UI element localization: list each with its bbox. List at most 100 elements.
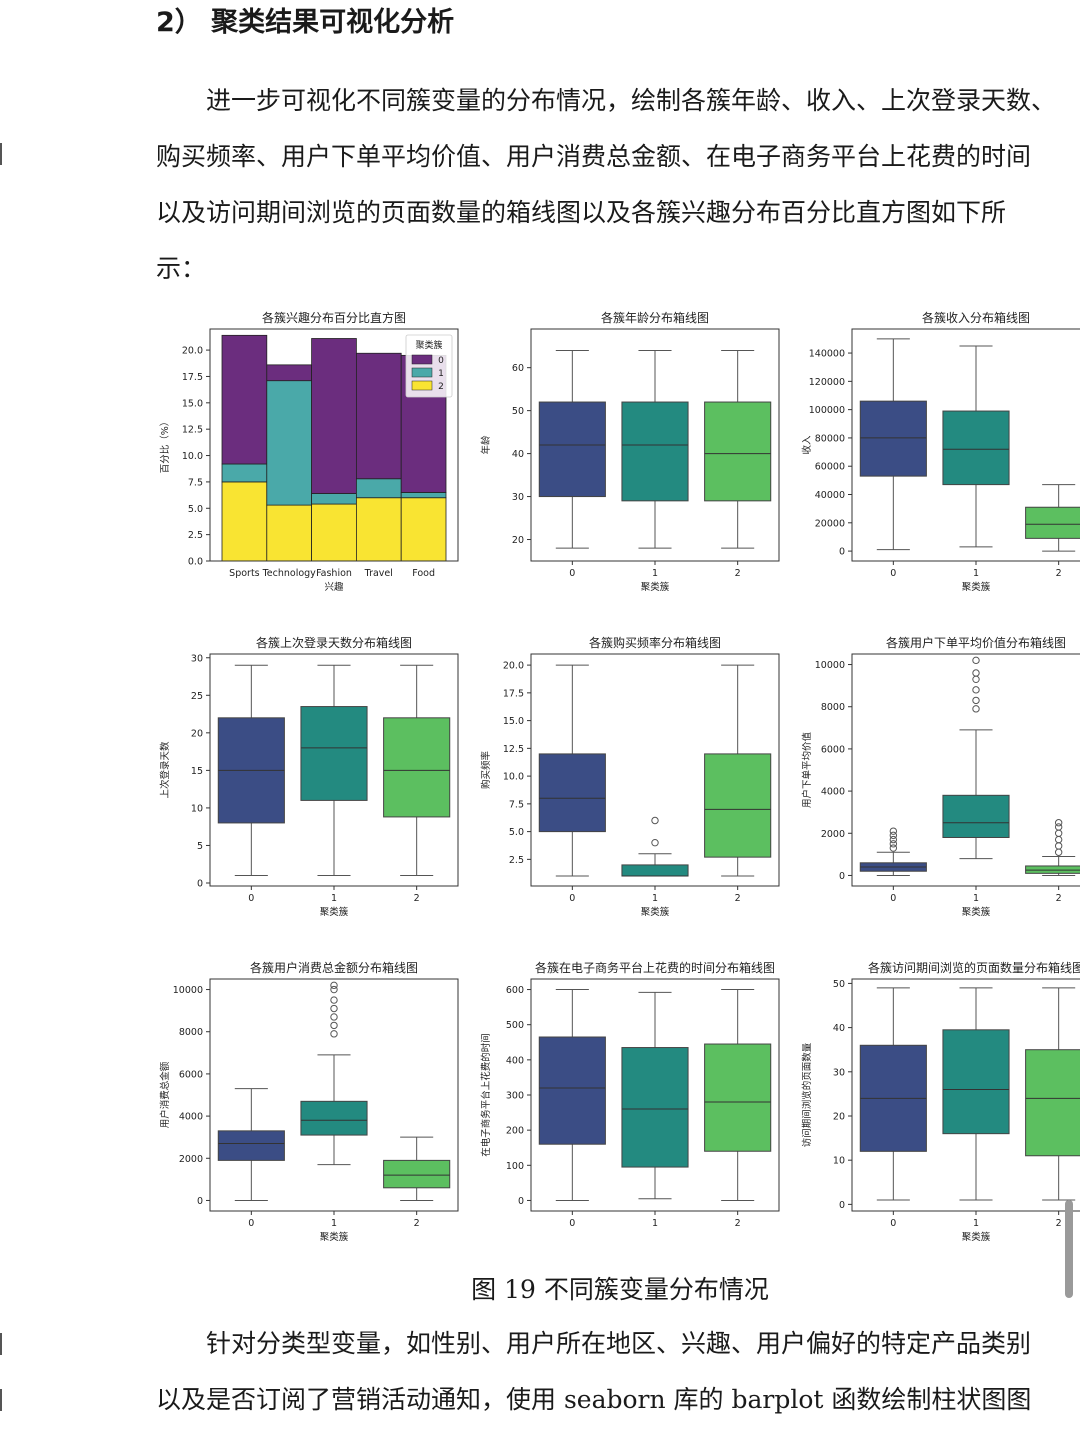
chart-title: 各簇用户消费总金额分布箱线图 xyxy=(250,960,418,975)
y-tick-label: 8000 xyxy=(821,702,845,713)
outlier-point xyxy=(889,840,898,848)
x-axis-label: 聚类簇 xyxy=(320,906,349,918)
legend-label: 2 xyxy=(438,382,444,392)
bar-segment xyxy=(266,364,312,382)
y-tick-label: 140000 xyxy=(809,349,845,360)
bar-segment xyxy=(266,380,312,506)
chart-title: 各簇用户下单平均价值分布箱线图 xyxy=(886,635,1066,650)
y-tick-label: 25 xyxy=(191,691,203,702)
y-tick-label: 4000 xyxy=(821,787,845,798)
chart-title: 各簇收入分布箱线图 xyxy=(922,310,1030,325)
y-tick-label: 30 xyxy=(833,1067,845,1078)
chart-panel-2: 各簇收入分布箱线图 0 20000 40000 60000 80000 100000 1200… xyxy=(801,310,1080,593)
box-body xyxy=(942,410,1010,486)
y-tick-label: 6000 xyxy=(821,744,845,755)
x-tick-label: 0 xyxy=(890,568,896,579)
y-axis-label: 用户下单平均价值 xyxy=(801,732,813,809)
y-tick-label: 20000 xyxy=(815,518,845,529)
y-tick-label: 100000 xyxy=(809,405,845,416)
outlier-point xyxy=(889,827,898,835)
outlier-point xyxy=(330,1004,338,1013)
chart-panel-7: 各簇在电子商务平台上花费的时间分布箱线图 0 100 200 300 400 500 600 在… xyxy=(480,960,780,1229)
x-tick-label: 2 xyxy=(1056,893,1062,904)
y-axis-label: 在电子商务平台上花费的时间 xyxy=(480,1033,492,1157)
plot-frame xyxy=(851,328,1080,562)
x-axis-label: 兴趣 xyxy=(324,581,344,593)
outlier-point xyxy=(972,669,980,677)
legend-title: 聚类簇 xyxy=(415,339,442,351)
chart-title: 各簇访问期间浏览的页面数量分布箱线图 xyxy=(868,960,1080,975)
y-tick-label: 0 xyxy=(839,871,845,882)
y-tick-label: 5.0 xyxy=(188,504,203,515)
chart-panel-1: 各簇年龄分布箱线图 20 30 40 50 60 年龄 0 1 2 聚类簇 xyxy=(480,310,780,593)
x-tick-label: 0 xyxy=(890,893,896,904)
chart-title: 各簇上次登录天数分布箱线图 xyxy=(256,635,412,650)
plot-frame xyxy=(530,328,780,562)
x-axis-label: 聚类簇 xyxy=(962,581,991,593)
y-tick-label: 400 xyxy=(506,1055,524,1066)
y-tick-label: 10.0 xyxy=(503,772,524,783)
chart-title: 各簇在电子商务平台上花费的时间分布箱线图 xyxy=(535,960,775,975)
y-axis-label: 用户消费总金额 xyxy=(159,1061,171,1128)
y-tick-label: 0 xyxy=(839,1200,845,1211)
outlier-point xyxy=(889,831,898,840)
x-tick-label: 2 xyxy=(735,1218,741,1229)
y-tick-label: 10 xyxy=(833,1156,845,1167)
y-tick-label: 7.5 xyxy=(188,477,203,488)
box-body xyxy=(942,794,1010,838)
y-tick-label: 20.0 xyxy=(182,346,203,357)
y-tick-label: 10000 xyxy=(815,660,845,671)
chart-title: 各簇兴趣分布百分比直方图 xyxy=(262,310,406,325)
bar-segment xyxy=(355,497,402,562)
y-tick-label: 12.5 xyxy=(182,425,203,436)
x-tick-label: 1 xyxy=(652,893,658,904)
y-tick-label: 40 xyxy=(512,449,524,460)
x-tick-label: 0 xyxy=(569,568,575,579)
chart-panel-5: 各簇用户下单平均价值分布箱线图 0 2000 4000 6000 8000 10000 用户下… xyxy=(801,635,1080,918)
y-tick-label: 20 xyxy=(512,535,524,546)
y-tick-label: 500 xyxy=(506,1020,524,1031)
y-axis-label: 收入 xyxy=(801,435,813,455)
x-tick-label: 2 xyxy=(735,568,741,579)
chart-panel-0: 各簇兴趣分布百分比直方图 0.0 2.5 5.0 7.5 10.0 12.5 15.0 17.5… xyxy=(159,310,459,593)
legend-swatch xyxy=(411,380,433,391)
chart-panel-3: 各簇上次登录天数分布箱线图 0 5 10 15 20 25 30 上次登录天数 0 1 2 聚类簇 xyxy=(159,635,459,918)
y-tick-label: 40000 xyxy=(815,490,845,501)
y-axis-label: 访问期间浏览的页面数量 xyxy=(801,1042,813,1147)
legend-swatch xyxy=(411,367,433,378)
box-body xyxy=(217,1130,285,1161)
outlier-point xyxy=(1054,835,1063,844)
x-tick-label: 2 xyxy=(1056,568,1062,579)
box-body xyxy=(621,1047,689,1168)
chart-panel-4: 各簇购买频率分布箱线图 2.5 5.0 7.5 10.0 12.5 15.0 17.5 20.0… xyxy=(480,635,780,918)
outlier-point xyxy=(972,656,980,665)
outlier-point xyxy=(889,844,898,852)
x-tick-label: 1 xyxy=(973,568,979,579)
chart-title: 各簇年龄分布箱线图 xyxy=(601,310,709,325)
outlier-point xyxy=(330,996,338,1004)
x-tick-label: 1 xyxy=(652,1218,658,1229)
plot-frame xyxy=(530,978,780,1212)
y-tick-label: 0 xyxy=(197,878,203,889)
x-tick-label: Travel xyxy=(364,568,393,579)
figure-19-charts: 各簇兴趣分布百分比直方图0.02.55.07.510.012.515.017.5… xyxy=(159,310,1080,1243)
bar-segment xyxy=(221,463,268,483)
box-body xyxy=(621,864,689,877)
box-body xyxy=(300,1100,368,1136)
x-tick-label: Food xyxy=(412,568,435,579)
bar-segment xyxy=(355,478,402,499)
scrollbar-thumb[interactable] xyxy=(1065,1200,1073,1298)
y-tick-label: 20 xyxy=(833,1111,845,1122)
y-axis-label: 上次登录天数 xyxy=(159,741,171,799)
bar-segment xyxy=(311,338,357,494)
x-tick-label: 2 xyxy=(414,893,420,904)
y-tick-label: 600 xyxy=(506,985,524,996)
y-tick-label: 2000 xyxy=(179,1154,203,1165)
box-body xyxy=(704,401,772,502)
outro-line-1: 针对分类型变量，如性别、用户所在地区、兴趣、用户偏好的特定产品类别 xyxy=(156,1329,1032,1358)
box-body xyxy=(621,401,689,502)
bar-segment xyxy=(400,492,447,499)
y-tick-label: 30 xyxy=(512,492,524,503)
y-tick-label: 300 xyxy=(506,1091,524,1102)
x-tick-label: 1 xyxy=(973,893,979,904)
